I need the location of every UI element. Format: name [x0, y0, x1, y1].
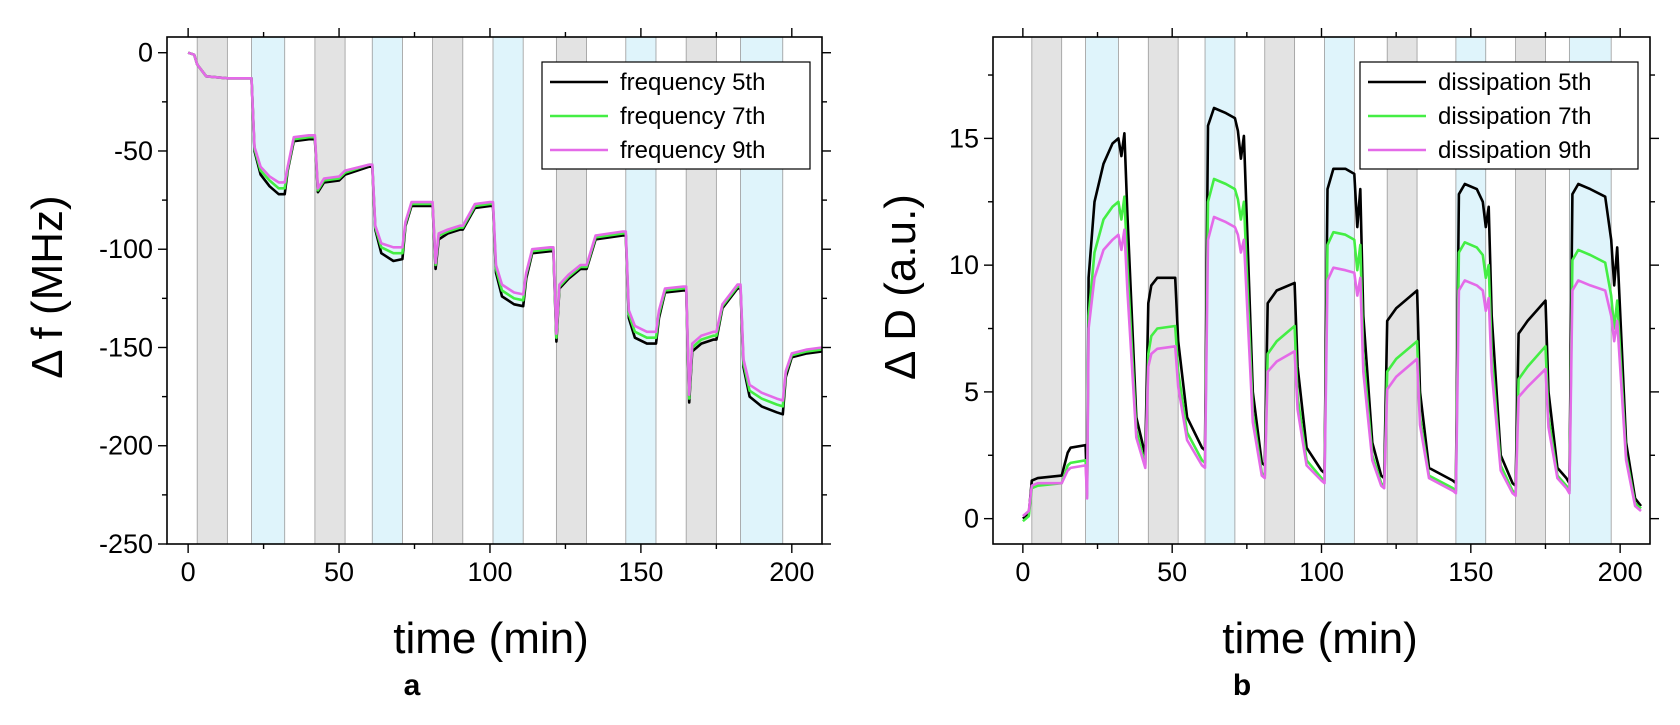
- panel-b-y-tick-label: 0: [964, 504, 979, 534]
- panel-a-legend-label-2: frequency 7th: [620, 103, 765, 130]
- panel-a-y-tick-label: -250: [99, 529, 153, 559]
- panel-a-y-tick-label: -50: [114, 136, 153, 166]
- panel-b-legend-label-2: dissipation 7th: [1438, 103, 1591, 130]
- panel-a-plot-frame: [166, 36, 823, 545]
- panel-a-band-3: [371, 37, 403, 544]
- panel-b-band-2: [1147, 37, 1179, 544]
- panel-a-ticks: 0 50 100 150 200 0 -50 -100 -150 -200 -250: [99, 28, 831, 587]
- panel-b-legend: dissipation 5th dissipation 7th dissipatio…: [1359, 61, 1639, 170]
- panel-b-legend-label-3: dissipation 9th: [1438, 137, 1591, 164]
- panel-a-band-0: [196, 37, 228, 544]
- panel-a-series-1: [187, 51, 822, 416]
- panel-b-label: b: [1233, 669, 1251, 702]
- panel-a-x-axis-title: time (min): [393, 614, 589, 663]
- panel-b-series: [1022, 106, 1643, 523]
- panel-a-y-tick-label: -100: [99, 234, 153, 264]
- panel-a-series: [187, 51, 822, 416]
- panel-a-x-tick-label: 200: [769, 557, 814, 587]
- panel-b-y-tick-label: 10: [949, 250, 979, 280]
- panel-b-x-tick-label: 200: [1598, 557, 1643, 587]
- panel-a-band-2: [314, 37, 346, 544]
- panel-b-legend-label-1: dissipation 5th: [1438, 69, 1591, 96]
- panel-a-legend-label-3: frequency 9th: [620, 137, 765, 164]
- panel-a-band-5: [492, 37, 524, 544]
- panel-a-label: a: [404, 669, 421, 702]
- panel-a-y-tick-label: 0: [138, 38, 153, 68]
- panel-a-frequency-chart: 0 50 100 150 200 0 -50 -100 -150 -200 -250 frequen…: [23, 28, 831, 702]
- panel-a-band-4: [432, 37, 464, 544]
- panel-b-series-3: [1022, 215, 1642, 518]
- panel-a-legend: frequency 5th frequency 7th frequency 9th: [541, 61, 811, 170]
- panel-a-band-1: [251, 37, 286, 544]
- panel-a-x-tick-label: 0: [181, 557, 196, 587]
- panel-b-ticks: 0 50 100 150 200 0 5 10 15: [949, 28, 1659, 587]
- panel-b-band-0: [1031, 37, 1063, 544]
- panel-b-y-tick-label: 5: [964, 377, 979, 407]
- panel-a-y-tick-label: -200: [99, 431, 153, 461]
- panel-a-x-tick-label: 50: [324, 557, 354, 587]
- panel-b-band-3: [1204, 37, 1236, 544]
- panel-a-series-3: [187, 51, 822, 402]
- panel-b-x-axis-title: time (min): [1222, 614, 1418, 663]
- panel-a-axes: [166, 36, 823, 545]
- panel-b-x-tick-label: 0: [1015, 557, 1030, 587]
- panel-b-band-5: [1324, 37, 1355, 544]
- panel-a-y-axis-title: Δ f (MHz): [23, 195, 72, 378]
- panel-b-x-tick-label: 100: [1299, 557, 1344, 587]
- panel-a-x-tick-label: 150: [618, 557, 663, 587]
- panel-a-x-tick-label: 100: [467, 557, 512, 587]
- panel-b-y-tick-label: 15: [949, 123, 979, 153]
- panel-a-series-2: [187, 51, 822, 408]
- panel-a-y-tick-label: -150: [99, 332, 153, 362]
- panel-b-x-tick-label: 50: [1157, 557, 1187, 587]
- panel-a-legend-label-1: frequency 5th: [620, 69, 765, 96]
- panel-b-y-axis-title: Δ D (a.u.): [876, 194, 925, 380]
- panel-b-x-tick-label: 150: [1448, 557, 1493, 587]
